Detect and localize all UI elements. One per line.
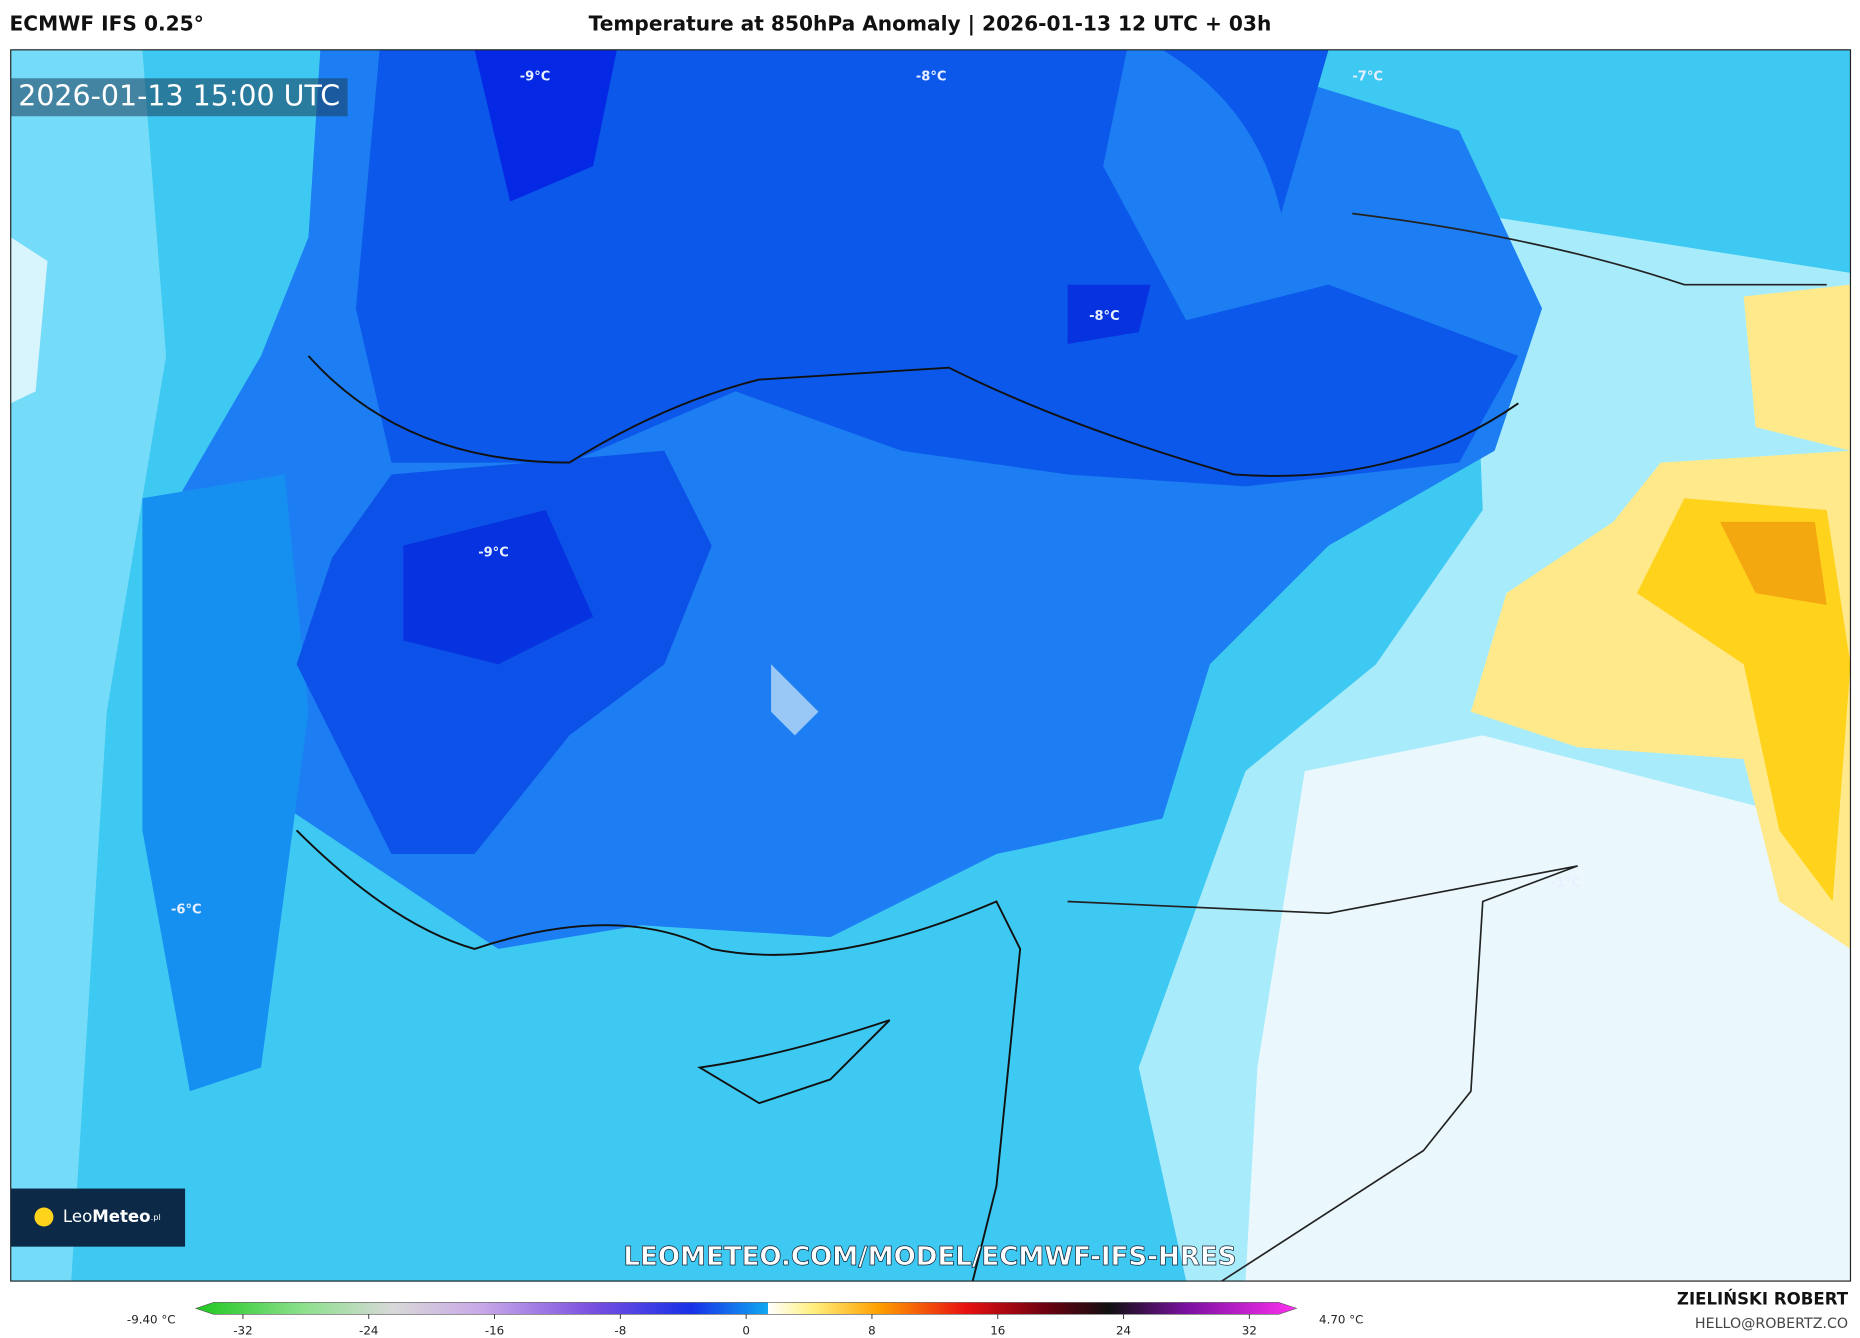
map [10, 49, 1851, 1282]
map-label: -8°C [916, 70, 947, 85]
watermark: LEOMETEO.COM/MODEL/ECMWF-IFS-HRES [623, 1242, 1236, 1272]
map-label: -1°C [1551, 876, 1582, 891]
field [771, 664, 819, 736]
field [355, 49, 1519, 487]
logo-part: .pl [151, 1212, 161, 1222]
field [1719, 521, 1827, 605]
island [697, 1019, 891, 1105]
timestamp-box [10, 78, 348, 117]
colorbar-tick-label: -8 [614, 1323, 626, 1337]
logo-sun [34, 1207, 54, 1227]
field [1067, 284, 1151, 344]
colorbar [194, 1302, 1298, 1315]
map-label: -7°C [1352, 70, 1383, 85]
colorbar-tick-label: 24 [1116, 1323, 1131, 1337]
map-title: Temperature at 850hPa Anomaly | 2026-01-… [589, 11, 1272, 35]
field [474, 49, 617, 202]
logo-part: Leo [63, 1207, 92, 1226]
logo-part: Meteo [92, 1207, 150, 1226]
field [1162, 49, 1329, 214]
map-label: -6°C [171, 902, 202, 917]
map-label: -8°C [1089, 309, 1120, 324]
field [1743, 284, 1851, 451]
min-label: -9.40 °C [127, 1313, 176, 1327]
max-label: 4.70 °C [1319, 1313, 1363, 1327]
field [142, 474, 309, 1092]
timestamp: 2026-01-13 15:00 UTC [18, 79, 340, 112]
colorbar-tick-label: 0 [742, 1323, 750, 1337]
map-frame [10, 49, 1852, 1282]
colorbar-tick-label: 8 [868, 1323, 876, 1337]
colorbar-ticks: -32 -24 -16 -8 0 8 16 24 32 [233, 1314, 1257, 1337]
field [1245, 735, 1851, 1282]
map-label: -9°C [478, 545, 509, 560]
map-labels: -9°C -8°C -7°C -8°C -9°C -6°C -1°C [171, 70, 1581, 918]
model-label: ECMWF IFS 0.25° [10, 11, 204, 35]
coastline [295, 829, 1022, 1282]
author: ZIELIŃSKI ROBERT [1677, 1290, 1849, 1309]
border [1067, 865, 1578, 1282]
coastline [307, 355, 1519, 477]
map-label: -9°C [520, 70, 551, 85]
email: HELLO@ROBERTZ.CO [1695, 1316, 1848, 1332]
colorbar-tick-label: -32 [233, 1323, 252, 1337]
colorbar-tick-label: 16 [990, 1323, 1005, 1337]
field [10, 237, 48, 404]
field [10, 49, 167, 1282]
colorbar-tick-label: 32 [1242, 1323, 1257, 1337]
border [1352, 212, 1827, 286]
colorbar-tick-label: -24 [359, 1323, 378, 1337]
colorbar-tick-label: -16 [485, 1323, 504, 1337]
logo: LeoMeteo.pl [63, 1207, 161, 1226]
field [403, 510, 594, 665]
